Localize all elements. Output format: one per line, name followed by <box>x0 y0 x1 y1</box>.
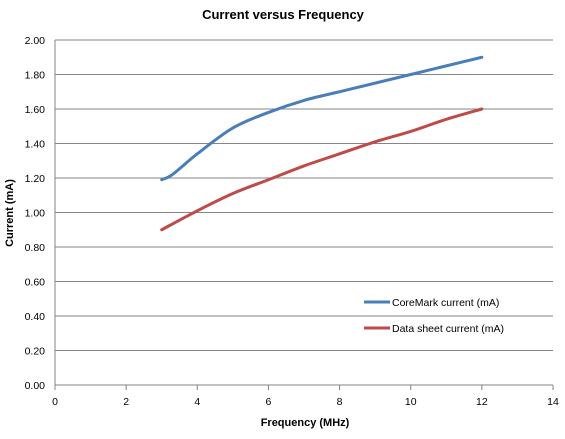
legend-label-2: Data sheet current (mA) <box>392 323 504 335</box>
grid-lines <box>55 39 553 351</box>
y-tick-label: 1.00 <box>25 208 46 220</box>
x-tick-label: 4 <box>194 396 200 408</box>
x-tick-label: 2 <box>123 396 129 408</box>
y-tick-label: 0.60 <box>25 277 46 289</box>
y-tick-label: 0.20 <box>25 346 46 358</box>
y-tick-label: 0.40 <box>25 311 46 323</box>
series-lines <box>160 55 484 232</box>
axes <box>54 40 553 386</box>
x-tick-label: 10 <box>405 396 417 408</box>
x-tick-label: 8 <box>337 396 343 408</box>
x-tick-label: 12 <box>476 396 488 408</box>
y-tick-label: 1.60 <box>25 104 46 116</box>
y-tick-label: 2.00 <box>25 35 46 47</box>
y-tick-label: 1.20 <box>25 173 46 185</box>
y-tick-label: 0.80 <box>25 242 46 254</box>
y-axis-label: Current (mA) <box>4 179 16 247</box>
x-axis-label: Frequency (MHz) <box>261 417 350 429</box>
x-tick-label: 14 <box>547 396 559 408</box>
series-line-1 <box>160 55 484 182</box>
x-tick-label: 0 <box>52 396 58 408</box>
y-tick-label: 0.00 <box>25 380 46 392</box>
chart-title: Current versus Frequency <box>202 7 365 22</box>
y-tick-label: 1.80 <box>25 70 46 82</box>
y-tick-label: 1.40 <box>25 139 46 151</box>
x-tick-label: 6 <box>266 396 272 408</box>
legend: CoreMark current (mA) Data sheet current … <box>364 297 504 335</box>
legend-label-1: CoreMark current (mA) <box>392 297 499 309</box>
y-tick-labels: 0.00 0.20 0.40 0.60 0.80 1.00 1.20 1.40 1.60 1.80… <box>25 35 46 392</box>
series-line-2 <box>160 107 484 232</box>
x-tick-labels: 0 2 4 6 8 10 12 14 <box>52 385 559 408</box>
